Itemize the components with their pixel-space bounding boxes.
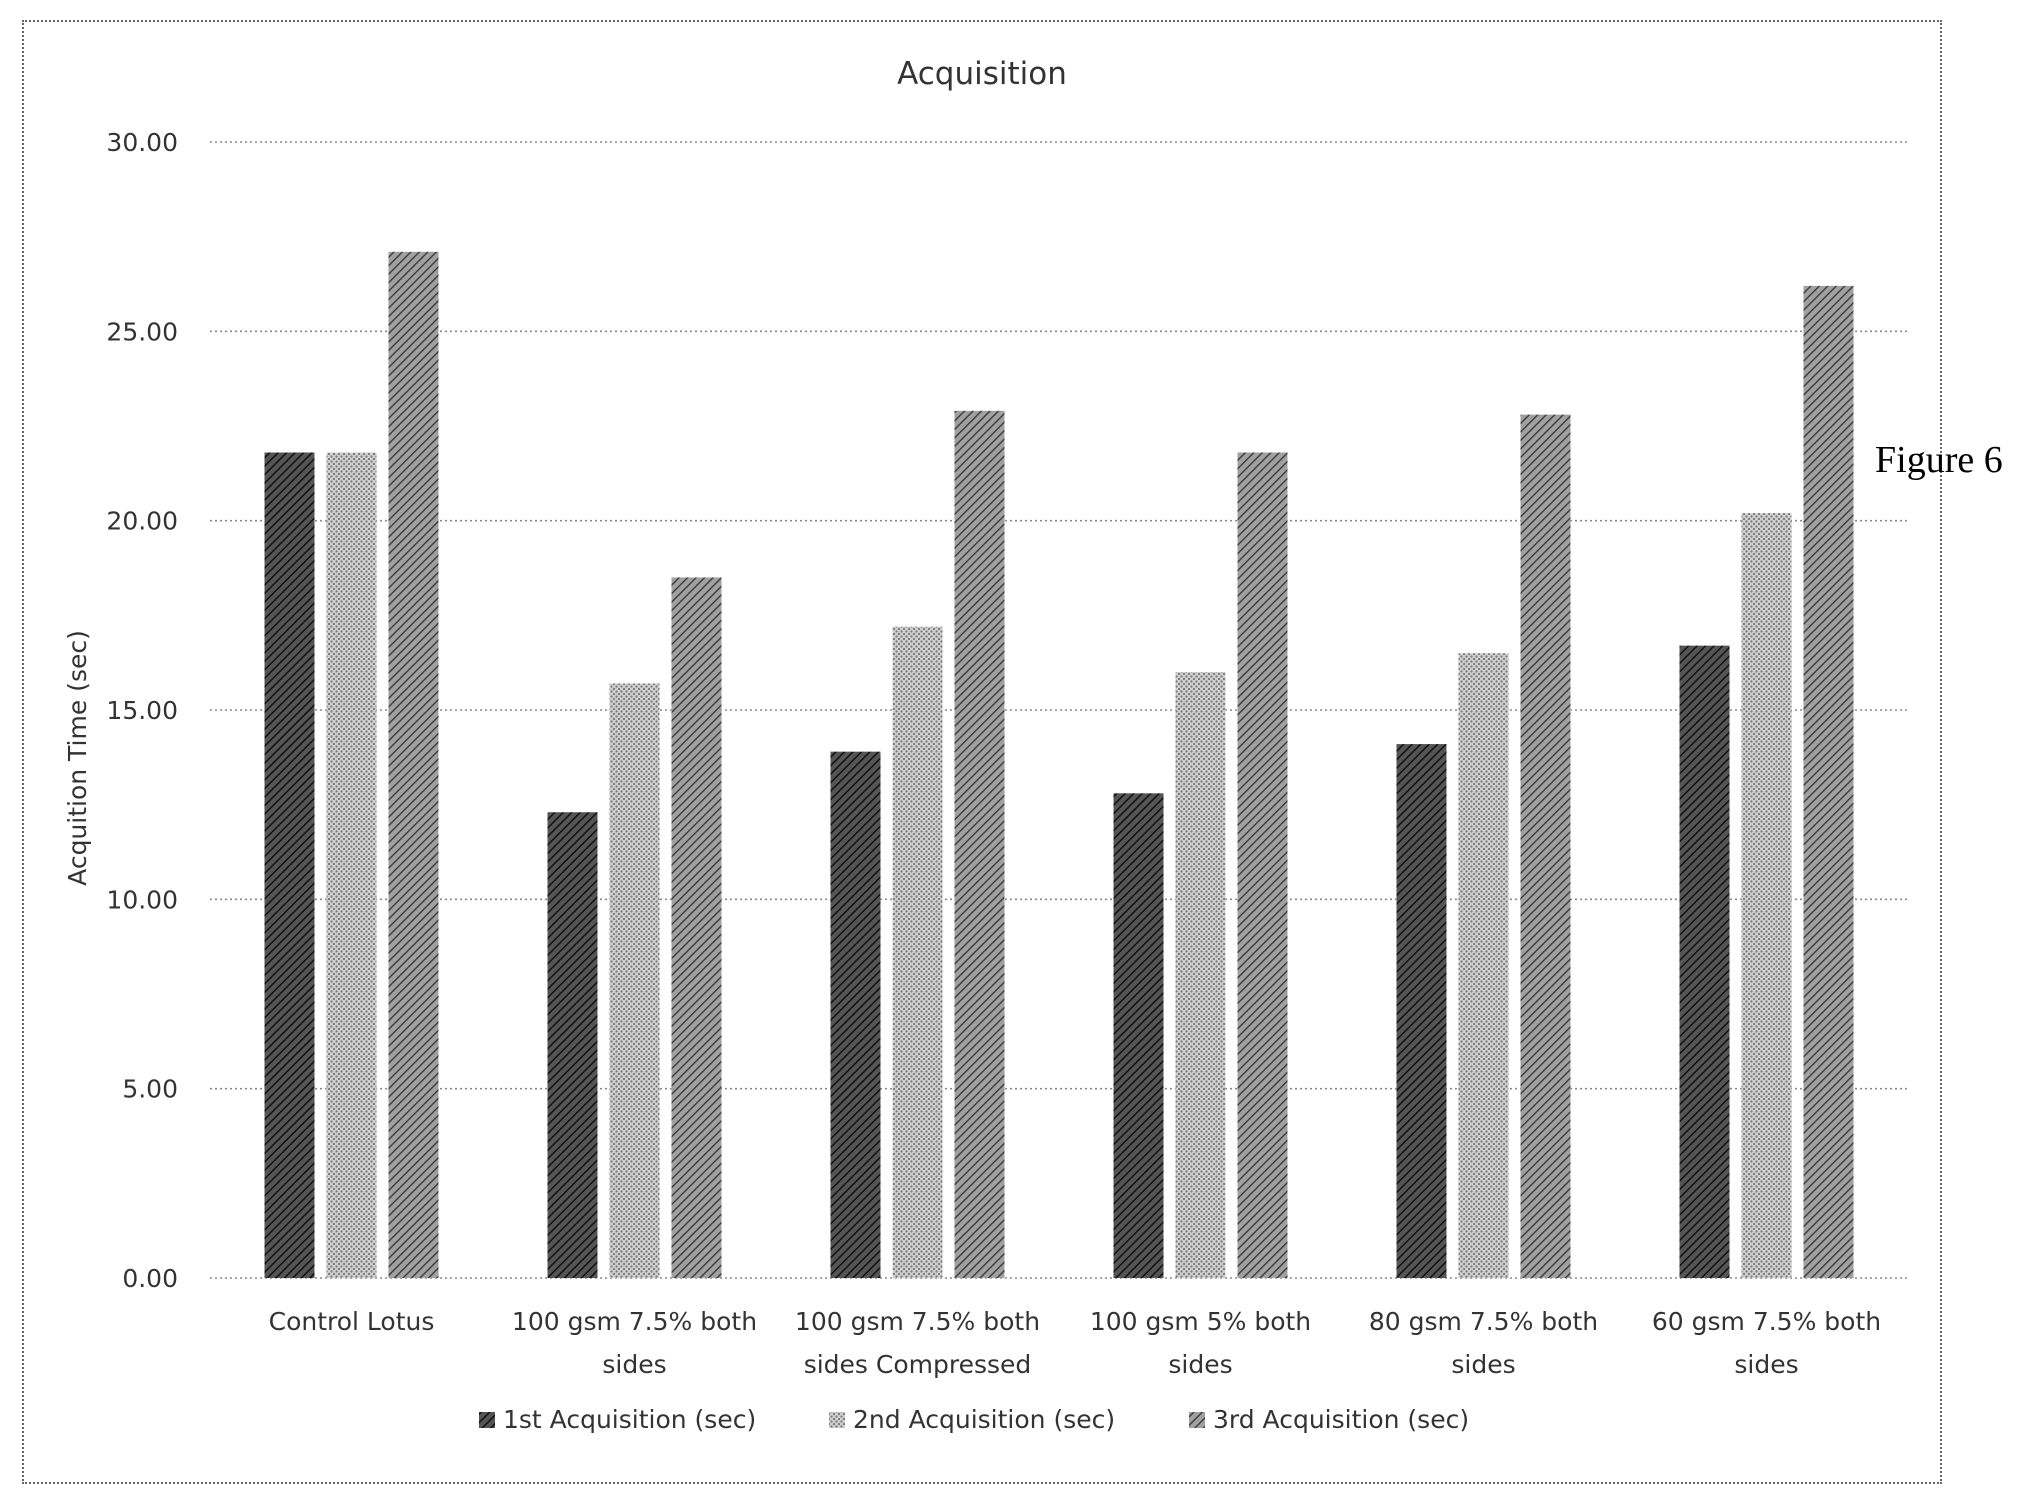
bar-3-2 [671,577,722,1278]
bar-1-1 [264,452,315,1278]
bar-1-5 [1396,744,1447,1278]
bar-2-2 [609,683,660,1278]
y-axis-label-group: Acquition Time (sec) [63,630,92,886]
chart-frame [22,20,1942,1484]
x-tick-label: 100 gsm 7.5% both [795,1307,1040,1336]
bar-2-6 [1741,513,1792,1278]
bar-1-6 [1679,645,1730,1278]
x-tick-label: Control Lotus [269,1307,435,1336]
x-tick-label: sides [1451,1350,1515,1379]
y-tick-label: 15.00 [106,696,178,725]
legend-label: 3rd Acquisition (sec) [1213,1405,1469,1434]
y-tick-label: 5.00 [122,1075,178,1104]
x-axis-labels: Control Lotus 100 gsm 7.5% both sides 100 g… [269,1307,1882,1379]
x-tick-label: 100 gsm 5% both [1090,1307,1311,1336]
y-tick-label: 30.00 [106,128,178,157]
y-tick-label: 20.00 [106,507,178,536]
y-axis-ticks: 0.00 5.00 10.00 15.00 20.00 25.00 30.00 [106,128,178,1293]
bar-2-4 [1175,672,1226,1278]
gridlines [210,141,1908,1279]
y-axis-label: Acquition Time (sec) [63,630,92,886]
legend-label: 1st Acquisition (sec) [503,1405,756,1434]
bar-3-6 [1803,285,1854,1279]
bar-3-5 [1520,414,1571,1278]
x-tick-label: sides Compressed [804,1350,1032,1379]
figure-label: Figure 6 [1875,439,2003,481]
x-tick-label: 80 gsm 7.5% both [1369,1307,1598,1336]
x-tick-label: sides [602,1350,666,1379]
y-tick-label: 25.00 [106,317,178,346]
legend-label: 2nd Acquisition (sec) [853,1405,1115,1434]
x-tick-label: sides [1168,1350,1232,1379]
legend-swatch [479,1412,495,1428]
bar-2-3 [892,626,943,1278]
bar-1-4 [1113,793,1164,1278]
x-tick-label: sides [1734,1350,1798,1379]
bar-2-1 [326,452,377,1278]
legend-swatch [829,1412,845,1428]
bar-1-3 [830,751,881,1278]
legend-swatch [1189,1412,1205,1428]
bar-3-4 [1237,452,1288,1278]
legend: 1st Acquisition (sec) 2nd Acquisition (se… [479,1405,1469,1434]
bar-3-1 [388,251,439,1278]
x-tick-label: 60 gsm 7.5% both [1652,1307,1881,1336]
bar-1-2 [547,812,598,1278]
bar-3-3 [954,410,1005,1278]
y-tick-label: 0.00 [122,1264,178,1293]
bars [264,251,1854,1279]
chart-title: Acquisition [897,56,1067,92]
x-tick-label: 100 gsm 7.5% both [512,1307,757,1336]
y-tick-label: 10.00 [106,885,178,914]
bar-2-5 [1458,653,1509,1278]
